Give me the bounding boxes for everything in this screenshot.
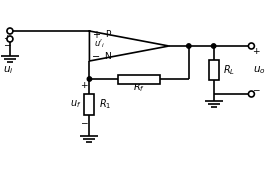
Text: +: + [80,81,87,90]
Text: $R_f$: $R_f$ [133,80,145,94]
Circle shape [7,28,13,34]
Bar [209,60,219,80]
Text: N: N [104,52,111,61]
Text: −: − [92,52,100,62]
Text: +: + [252,47,259,55]
Text: P: P [105,30,110,38]
Text: $R_1$: $R_1$ [99,97,112,111]
Text: $u_o$: $u_o$ [253,64,266,76]
Text: $u'_i$: $u'_i$ [94,38,105,50]
Circle shape [248,43,254,49]
Bar [84,93,95,115]
Text: $R_L$: $R_L$ [223,63,235,77]
Text: −: − [3,40,11,50]
Text: +: + [3,33,11,42]
Text: +: + [92,30,100,40]
Text: −: − [252,86,259,95]
Circle shape [211,44,216,48]
Text: $u_i$: $u_i$ [3,64,13,76]
Text: −: − [80,118,87,127]
Circle shape [87,77,92,81]
Bar [118,74,160,83]
Text: $u_f$: $u_f$ [70,98,81,110]
Circle shape [7,36,13,42]
Circle shape [187,44,191,48]
Circle shape [248,91,254,97]
